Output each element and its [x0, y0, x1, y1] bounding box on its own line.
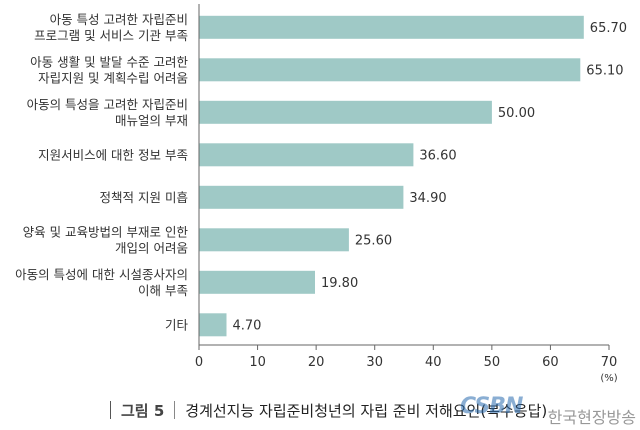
category-label: 자립지원 및 계획수립 어려움 — [38, 70, 188, 85]
bar — [199, 185, 404, 209]
value-label: 4.70 — [233, 318, 262, 333]
x-tick-label: 40 — [425, 355, 442, 370]
value-label: 36.60 — [419, 148, 456, 163]
bar — [199, 313, 227, 337]
caption-divider-left — [110, 401, 111, 419]
category-label: 양육 및 교육방법의 부재로 인한 — [23, 224, 189, 239]
x-tick-label: 0 — [195, 355, 203, 370]
value-label: 34.90 — [409, 191, 446, 206]
bars-group — [199, 15, 584, 337]
figure-caption: 그림 5 경계선지능 자립준비청년의 자립 준비 저해요인(복수응답) — [110, 396, 547, 424]
category-label: 이해 부족 — [138, 283, 188, 298]
category-label: 아동 특성 고려한 자립준비 — [50, 12, 188, 27]
bar — [199, 228, 349, 252]
bar — [199, 58, 581, 82]
value-label: 65.70 — [590, 21, 627, 36]
category-label: 아동의 특성에 대한 시설종사자의 — [15, 267, 188, 282]
category-label: 프로그램 및 서비스 기관 부족 — [34, 28, 188, 43]
figure-label: 그림 5 — [121, 401, 165, 420]
x-tick-label: 30 — [366, 355, 383, 370]
x-axis: 0 10 20 30 40 50 60 70 (%) — [195, 4, 618, 384]
value-label: 19.80 — [321, 276, 358, 291]
value-labels: 65.70 65.10 50.00 36.60 34.90 25.60 19.80 4.70 — [233, 21, 628, 333]
category-label: 개입의 어려움 — [115, 240, 188, 255]
category-label: 아동 생활 및 발달 수준 고려한 — [30, 54, 188, 69]
x-tick-label: 60 — [542, 355, 559, 370]
x-unit-label: (%) — [600, 373, 617, 384]
bar — [199, 15, 584, 39]
bar — [199, 100, 492, 124]
x-tick-label: 20 — [308, 355, 325, 370]
category-label: 지원서비스에 대한 정보 부족 — [38, 147, 188, 162]
bar — [199, 270, 315, 294]
figure-title: 경계선지능 자립준비청년의 자립 준비 저해요인(복수응답) — [185, 401, 548, 420]
category-label: 기타 — [165, 317, 189, 332]
category-label: 매뉴얼의 부재 — [115, 113, 188, 128]
value-label: 25.60 — [355, 233, 392, 248]
bar — [199, 143, 414, 167]
value-label: 50.00 — [498, 106, 535, 121]
caption-divider — [174, 401, 176, 419]
x-tick-label: 70 — [601, 355, 618, 370]
category-label: 정책적 지원 미흡 — [100, 190, 188, 205]
x-tick-label: 50 — [484, 355, 501, 370]
x-tick-label: 10 — [249, 355, 266, 370]
category-label: 아동의 특성을 고려한 자립준비 — [27, 97, 188, 112]
value-label: 65.10 — [586, 63, 623, 78]
